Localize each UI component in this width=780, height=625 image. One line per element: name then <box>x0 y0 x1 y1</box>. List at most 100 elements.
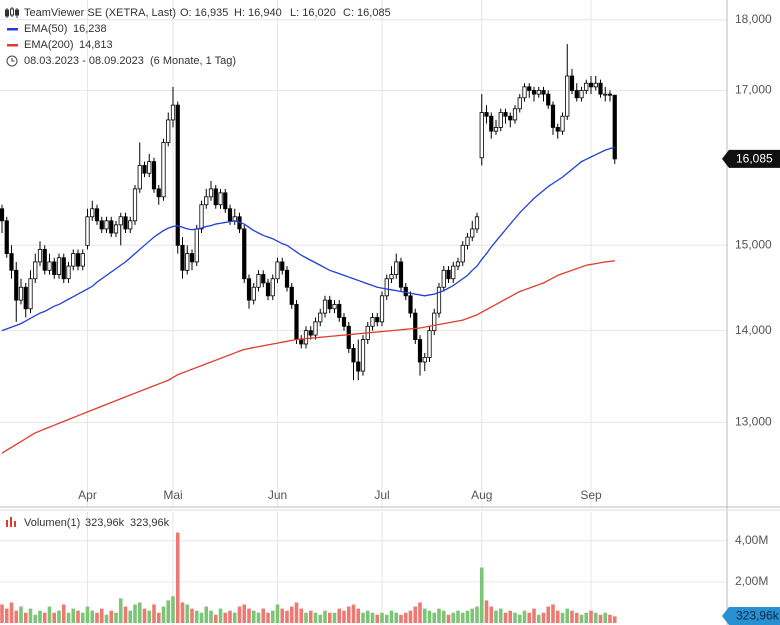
candle-icon <box>5 7 19 18</box>
volume-bar <box>403 612 408 623</box>
candle-body <box>436 286 442 314</box>
volume-bar <box>19 606 23 623</box>
candle-body <box>479 112 484 159</box>
volume-bar <box>370 612 375 623</box>
candle-body <box>451 265 456 280</box>
volume-bar <box>228 610 232 623</box>
candle-body <box>99 220 104 230</box>
candle-body <box>113 224 119 234</box>
candle-body <box>484 112 489 117</box>
candle-body <box>546 93 551 106</box>
volume-bar <box>441 610 446 623</box>
volume-bar <box>503 612 508 623</box>
candle-body <box>294 304 299 340</box>
x-tick-label: Apr <box>78 488 97 502</box>
legend: TeamViewer SE (XETRA, Last) O: 16,935 H:… <box>5 7 391 529</box>
volume-badge <box>722 607 780 625</box>
candle-body <box>61 257 66 280</box>
volume-bar <box>612 616 617 623</box>
volume-bar <box>109 610 114 623</box>
candle-body <box>346 325 351 349</box>
y-tick-label: 14,000 <box>735 323 772 337</box>
candle-body <box>289 286 294 305</box>
volume-bar <box>137 602 142 623</box>
candle-body <box>223 192 228 210</box>
volume-bar <box>513 612 517 623</box>
volume-bar <box>133 604 137 623</box>
candle-body <box>536 90 541 95</box>
volume-bar <box>33 614 38 623</box>
candle-body <box>375 317 380 323</box>
candle-body <box>588 82 594 88</box>
volume-bar <box>522 610 527 623</box>
candle-body <box>318 312 323 323</box>
volume-bar <box>104 614 109 623</box>
candle-body <box>427 330 432 358</box>
candle-body <box>441 269 446 288</box>
volume-bar <box>308 610 313 623</box>
volume-bar <box>47 606 52 623</box>
candle-body <box>422 357 427 363</box>
volume-bar <box>546 606 551 623</box>
candle-body <box>322 299 328 314</box>
x-tick-label: Aug <box>471 488 492 502</box>
volume-bar <box>247 608 251 623</box>
legend-label: EMA(50) <box>24 23 67 35</box>
candle-body <box>166 119 171 143</box>
volume-bar <box>185 604 190 623</box>
candle-body <box>408 295 413 314</box>
volume-bar <box>332 612 337 623</box>
volume-bar <box>118 598 123 623</box>
volume-bar <box>256 612 261 623</box>
candle-body <box>508 115 513 121</box>
volume-bar <box>399 614 403 623</box>
candle-body <box>560 115 565 132</box>
volume-bar <box>152 604 156 623</box>
candle-body <box>384 278 389 297</box>
volume-bar <box>574 612 579 623</box>
ohlc-label: L: 16,020 <box>290 7 336 19</box>
volume-bar <box>218 608 223 623</box>
x-tick-label: Jul <box>374 488 389 502</box>
volume-bar <box>437 608 441 623</box>
candle-body <box>313 321 318 336</box>
candle-body <box>56 257 62 275</box>
candle-body <box>4 220 9 254</box>
volume-bar <box>66 612 71 623</box>
volume-bar <box>418 602 422 623</box>
candle-body <box>398 261 404 288</box>
candle-body <box>517 97 522 110</box>
volume-bar <box>593 612 598 623</box>
volume-bar <box>171 596 175 623</box>
volume-bar <box>38 610 42 623</box>
ema-line <box>1 146 615 332</box>
ohlc-label: H: 16,940 <box>234 7 282 19</box>
candle-body <box>275 261 280 280</box>
volume-bar <box>323 610 327 623</box>
volume-bar <box>465 610 470 623</box>
volume-bar <box>346 606 351 623</box>
candle-body <box>204 196 209 206</box>
volume-bar <box>123 606 128 623</box>
volume-bar <box>389 610 394 623</box>
y-tick-label: 2,00M <box>735 574 768 588</box>
period: (6 Monate, 1 Tag) <box>150 55 236 67</box>
volume-bar <box>337 608 342 623</box>
volume-bar <box>237 606 242 623</box>
candle-body <box>189 253 195 263</box>
volume-bar <box>90 610 95 623</box>
legend-swatch <box>7 44 18 47</box>
candle-body <box>14 269 19 301</box>
volume-bar <box>579 614 584 623</box>
volume-bar <box>52 612 57 623</box>
candle-body <box>270 278 275 297</box>
volume-bar <box>289 606 294 623</box>
candle-body <box>199 204 204 230</box>
volume-bar <box>204 606 209 623</box>
legend-value: 323,96k <box>130 517 170 529</box>
legend-label: EMA(200) <box>24 39 74 51</box>
x-tick-label: Sep <box>580 488 602 502</box>
ohlc-label: O: 16,935 <box>180 7 228 19</box>
candle-body <box>574 90 579 99</box>
candle-body <box>33 261 38 280</box>
